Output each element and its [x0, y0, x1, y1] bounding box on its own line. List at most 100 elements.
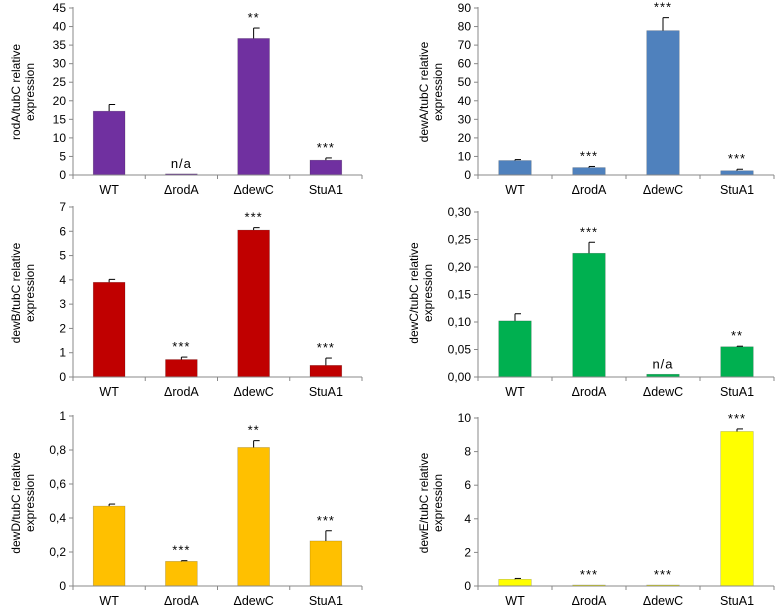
significance-label: *** — [172, 543, 190, 558]
y-tick-label: 40 — [53, 20, 67, 34]
y-axis-label: rodA/tubC relativeexpression — [9, 44, 37, 140]
y-tick-label: 10 — [53, 131, 67, 145]
y-tick-label: 6 — [464, 478, 471, 492]
bar-dewB-1 — [165, 359, 198, 378]
y-tick-label: 10 — [458, 149, 472, 163]
y-tick-label: 0 — [59, 579, 66, 593]
y-tick-label: 45 — [53, 1, 67, 15]
x-tick-label: StuA1 — [309, 183, 343, 197]
bar-dewC-0 — [498, 320, 532, 378]
x-tick-label: WT — [505, 594, 525, 608]
significance-label: *** — [317, 340, 335, 355]
y-tick-label: 2 — [464, 545, 471, 559]
y-tick-label: 0,10 — [448, 315, 472, 329]
y-axis-label: dewC/tubC relativeexpression — [407, 242, 435, 344]
y-tick-label: 30 — [53, 57, 67, 71]
significance-label: *** — [172, 339, 190, 354]
y-tick-label: 60 — [458, 57, 472, 71]
y-tick-label: 0,6 — [49, 477, 66, 491]
y-axis-label-line2: expression — [23, 264, 37, 322]
significance-label: ** — [731, 328, 743, 343]
bar-dewB-3 — [309, 365, 343, 378]
significance-label: ** — [248, 10, 260, 25]
y-tick-label: 90 — [458, 1, 472, 15]
significance-label: *** — [728, 151, 746, 166]
y-tick-label: 0,15 — [448, 288, 472, 302]
bar-dewA-3 — [720, 170, 754, 176]
x-tick-label: WT — [505, 385, 525, 399]
bar-dewA-2 — [646, 30, 680, 176]
y-axis-label-line2: expression — [431, 474, 445, 532]
significance-label: *** — [317, 140, 335, 155]
y-tick-label: 30 — [458, 112, 472, 126]
bar-dewD-0 — [92, 505, 126, 587]
x-tick-label: StuA1 — [309, 385, 343, 399]
y-tick-label: 0,25 — [448, 233, 472, 247]
y-axis-label: dewD/tubC relativeexpression — [9, 452, 37, 554]
y-axis-label-line2: expression — [23, 474, 37, 532]
y-tick-label: 20 — [458, 131, 472, 145]
y-tick-label: 40 — [458, 94, 472, 108]
y-tick-label: 0,00 — [448, 370, 472, 384]
y-tick-label: 0 — [464, 168, 471, 182]
x-tick-label: ΔrodA — [164, 594, 199, 608]
y-tick-label: 0 — [59, 370, 66, 384]
y-tick-label: 20 — [53, 94, 67, 108]
y-axis-label: dewB/tubC relativeexpression — [9, 242, 37, 343]
y-tick-label: 0,30 — [448, 205, 472, 219]
x-tick-label: WT — [99, 594, 119, 608]
y-tick-label: 5 — [59, 249, 66, 263]
y-axis-label-line1: dewB/tubC relative — [9, 242, 23, 343]
y-tick-label: 70 — [458, 38, 472, 52]
x-tick-label: ΔrodA — [572, 594, 607, 608]
y-axis-label-line1: rodA/tubC relative — [9, 44, 23, 140]
y-tick-label: 80 — [458, 20, 472, 34]
y-tick-label: 0 — [59, 168, 66, 182]
chart-panel-dewC: dewC/tubC relativeexpression 0,00 0,05 0,10… — [407, 205, 775, 399]
bar-rodA-3 — [309, 159, 343, 176]
chart-panel-dewD: dewD/tubC relativeexpression 0 0,2 0,4 0,6 0,… — [9, 409, 363, 608]
x-tick-label: ΔrodA — [164, 183, 199, 197]
y-tick-label: 0,4 — [49, 511, 66, 525]
significance-label: *** — [654, 0, 672, 15]
bar-dewC-1 — [572, 252, 606, 378]
y-tick-label: 6 — [59, 224, 66, 238]
y-tick-label: 7 — [59, 200, 66, 214]
x-tick-label: WT — [99, 183, 119, 197]
significance-label: n/a — [171, 156, 192, 171]
x-tick-label: ΔdewC — [233, 183, 273, 197]
chart-panel-dewE: dewE/tubC relativeexpression 0 2 4 6 8 10 WT ***… — [417, 411, 775, 608]
x-tick-label: WT — [505, 183, 525, 197]
y-tick-label: 3 — [59, 297, 66, 311]
y-tick-label: 0,2 — [49, 545, 66, 559]
bar-rodA-2 — [237, 38, 270, 176]
bar-dewD-2 — [237, 447, 270, 587]
significance-label: *** — [580, 148, 598, 163]
x-tick-label: StuA1 — [720, 594, 754, 608]
y-tick-label: 5 — [59, 149, 66, 163]
bar-dewD-1 — [165, 561, 198, 587]
x-tick-label: StuA1 — [720, 183, 754, 197]
x-tick-label: ΔdewC — [643, 385, 683, 399]
x-tick-label: ΔdewC — [233, 594, 273, 608]
bar-dewB-0 — [92, 281, 126, 378]
bar-dewA-0 — [498, 160, 532, 176]
y-tick-label: 0,20 — [448, 260, 472, 274]
y-axis-label-line1: dewC/tubC relative — [407, 242, 421, 344]
y-tick-label: 10 — [458, 411, 472, 425]
x-tick-label: ΔdewC — [643, 594, 683, 608]
y-axis-label-line1: dewA/tubC relative — [417, 41, 431, 142]
chart-panel-dewB: dewB/tubC relativeexpression 0 1 2 3 4 5 6 7 WT **… — [9, 200, 363, 399]
significance-label: *** — [580, 224, 598, 239]
x-tick-label: ΔdewC — [233, 385, 273, 399]
x-tick-label: ΔdewC — [643, 183, 683, 197]
y-tick-label: 1 — [59, 409, 66, 423]
bar-dewE-0 — [498, 578, 532, 587]
bar-rodA-0 — [92, 110, 126, 176]
y-tick-label: 1 — [59, 346, 66, 360]
x-tick-label: ΔrodA — [572, 385, 607, 399]
y-tick-label: 2 — [59, 321, 66, 335]
bar-dewB-2 — [237, 229, 270, 378]
x-tick-label: WT — [99, 385, 119, 399]
